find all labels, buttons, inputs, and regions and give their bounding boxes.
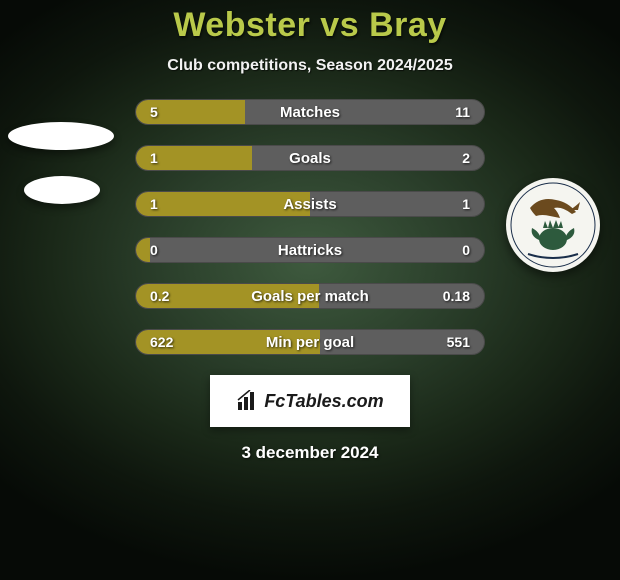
stat-bar-row: 1Assists1: [135, 191, 485, 217]
stat-left-value: 1: [150, 146, 158, 170]
stat-left-value: 0.2: [150, 284, 169, 308]
player-right-name: Bray: [369, 6, 447, 44]
stat-right-value: 11: [455, 100, 470, 124]
stat-bar-row: 5Matches11: [135, 99, 485, 125]
stat-bar-row: 1Goals2: [135, 145, 485, 171]
stat-bar-row: 622Min per goal551: [135, 329, 485, 355]
fctables-badge[interactable]: FcTables.com: [210, 375, 410, 427]
page-title: Webster vs Bray: [0, 6, 620, 45]
stat-bars-area: 5Matches11 1Goals2 1Assists1 0Hattricks0 0.2…: [0, 99, 620, 355]
stat-label: Hattricks: [136, 238, 484, 262]
stat-right-value: 2: [462, 146, 470, 170]
stat-left-value: 622: [150, 330, 173, 354]
stat-right-value: 1: [462, 192, 470, 216]
date-text: 3 december 2024: [0, 443, 620, 463]
stat-bar-fill: [136, 238, 150, 262]
fctables-label: FcTables.com: [264, 391, 383, 412]
stat-right-value: 551: [447, 330, 470, 354]
subtitle: Club competitions, Season 2024/2025: [0, 57, 620, 75]
vs-text: vs: [320, 6, 359, 44]
stat-bar-row: 0Hattricks0: [135, 237, 485, 263]
fctables-logo-icon: [236, 390, 258, 412]
stat-bar-row: 0.2Goals per match0.18: [135, 283, 485, 309]
stat-left-value: 5: [150, 100, 158, 124]
stat-bar-fill: [136, 192, 310, 216]
stat-right-value: 0: [462, 238, 470, 262]
stat-left-value: 0: [150, 238, 158, 262]
infographic-root: Webster vs Bray Club competitions, Seaso…: [0, 0, 620, 580]
stat-right-value: 0.18: [443, 284, 470, 308]
stat-left-value: 1: [150, 192, 158, 216]
player-left-name: Webster: [173, 6, 310, 44]
